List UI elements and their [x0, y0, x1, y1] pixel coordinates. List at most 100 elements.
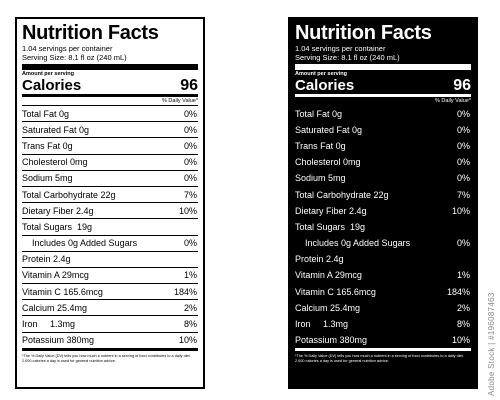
nutrient-row: Vitamin C 165.6mcg 184% [295, 283, 471, 299]
nutrient-label: Potassium 380mg [22, 335, 95, 346]
nutrient-daily-value: 0% [183, 140, 197, 151]
nutrient-label: Vitamin A 29mcg [22, 270, 89, 281]
nutrient-daily-value: 0% [183, 157, 197, 168]
nutrient-label: Dietary Fiber 2.4g [22, 205, 94, 216]
nutrient-daily-value: 0% [456, 140, 470, 151]
amount-per-serving: Amount per serving [295, 71, 347, 77]
nutrient-row: Includes 0g Added Sugars 0% [295, 234, 471, 251]
nutrient-daily-value: 10% [451, 205, 470, 216]
nutrient-row: Dietary Fiber 2.4g 10% [295, 202, 471, 218]
nutrient-label: Saturated Fat 0g [295, 124, 363, 135]
nutrient-label: Cholesterol 0mg [22, 157, 88, 168]
nutrient-daily-value: 0% [456, 157, 470, 168]
calories-label: Calories [295, 77, 355, 94]
daily-value-footnote: *The % Daily Value (DV) tells you how mu… [22, 353, 191, 363]
nutrient-daily-value: 0% [183, 108, 197, 119]
medium-divider [295, 94, 471, 97]
nutrient-daily-value: 184% [446, 286, 470, 297]
nutrient-daily-value: 7% [456, 189, 470, 200]
nutrient-label: Dietary Fiber 2.4g [295, 205, 367, 216]
nutrient-row: Potassium 380mg 10% [295, 331, 471, 348]
nutrition-label-dark: Nutrition Facts 1.04 servings per contai… [288, 17, 478, 389]
nutrient-label: Includes 0g Added Sugars [305, 238, 411, 249]
nutrient-label: Vitamin A 29mcg [295, 270, 362, 281]
nutrient-label: Trans Fat 0g [22, 140, 73, 151]
nutrient-label: Protein 2.4g [295, 254, 344, 265]
nutrient-daily-value: 2% [456, 302, 470, 313]
nutrient-daily-value: 0% [183, 238, 197, 249]
nutrient-label: Trans Fat 0g [295, 140, 346, 151]
nutrient-row: Vitamin C 165.6mcg 184% [22, 283, 198, 299]
servings-per-container: 1.04 servings per container [295, 44, 386, 53]
bottom-divider [295, 347, 471, 351]
nutrient-label: Protein 2.4g [22, 254, 71, 265]
label-title: Nutrition Facts [22, 22, 159, 44]
nutrient-daily-value: 10% [451, 335, 470, 346]
nutrient-row: Total Fat 0g 0% [295, 105, 471, 121]
label-title: Nutrition Facts [295, 22, 432, 44]
nutrient-daily-value: 8% [456, 319, 470, 330]
nutrient-daily-value: 0% [183, 173, 197, 184]
nutrient-row: Cholesterol 0mg 0% [22, 153, 198, 170]
thick-divider [22, 64, 198, 70]
calories-row: Calories 96 [295, 77, 471, 94]
nutrient-daily-value: 184% [173, 286, 197, 297]
nutrient-row: Trans Fat 0g 0% [295, 137, 471, 153]
nutrient-row: Cholesterol 0mg 0% [295, 153, 471, 170]
nutrient-label: Total Sugars 19g [295, 221, 366, 232]
nutrient-row: Saturated Fat 0g 0% [22, 121, 198, 137]
nutrient-row: Iron 1.3mg 8% [22, 315, 198, 331]
bottom-divider [22, 347, 198, 351]
nutrient-label: Total Sugars 19g [22, 221, 93, 232]
nutrient-daily-value: 1% [456, 270, 470, 281]
nutrient-row: Dietary Fiber 2.4g 10% [22, 202, 198, 218]
nutrient-label: Total Fat 0g [295, 108, 343, 119]
serving-size: Serving Size: 8.1 fl oz (240 mL) [22, 53, 127, 62]
nutrient-row: Sodium 5mg 0% [295, 169, 471, 186]
calories-row: Calories 96 [22, 77, 198, 94]
nutrient-label: Vitamin C 165.6mcg [295, 286, 376, 297]
servings-per-container: 1.04 servings per container [22, 44, 113, 53]
nutrient-row: Iron 1.3mg 8% [295, 315, 471, 331]
nutrient-label: Calcium 25.4mg [295, 302, 361, 313]
calories-value: 96 [180, 77, 198, 94]
nutrient-row: Sodium 5mg 0% [22, 169, 198, 186]
nutrient-label: Total Fat 0g [22, 108, 70, 119]
nutrient-row: Calcium 25.4mg 2% [295, 299, 471, 315]
nutrient-label: Vitamin C 165.6mcg [22, 286, 103, 297]
nutrient-daily-value: 0% [456, 173, 470, 184]
nutrient-label: Total Carbohydrate 22g [22, 189, 116, 200]
nutrient-label: Iron 1.3mg [295, 319, 349, 330]
nutrient-label: Cholesterol 0mg [295, 157, 361, 168]
nutrient-label: Total Carbohydrate 22g [295, 189, 389, 200]
nutrient-daily-value: 10% [178, 205, 197, 216]
nutrient-daily-value: 0% [456, 238, 470, 249]
thick-divider [295, 64, 471, 70]
nutrient-label: Saturated Fat 0g [22, 124, 90, 135]
nutrient-daily-value: 1% [183, 270, 197, 281]
calories-label: Calories [22, 77, 82, 94]
nutrition-label-light: Nutrition Facts 1.04 servings per contai… [15, 17, 205, 389]
nutrient-label: Potassium 380mg [295, 335, 368, 346]
calories-value: 96 [453, 77, 471, 94]
nutrient-list: Total Fat 0g 0% Saturated Fat 0g 0% Trans Fa… [22, 105, 198, 348]
nutrient-row: Protein 2.4g [22, 250, 198, 267]
medium-divider [22, 94, 198, 97]
nutrient-label: Calcium 25.4mg [22, 302, 88, 313]
nutrient-row: Total Sugars 19g [295, 218, 471, 234]
nutrient-row: Vitamin A 29mcg 1% [22, 266, 198, 283]
nutrient-label: Sodium 5mg [22, 173, 73, 184]
nutrient-row: Protein 2.4g [295, 250, 471, 267]
nutrient-daily-value: 8% [183, 319, 197, 330]
nutrient-daily-value: 0% [456, 124, 470, 135]
nutrient-daily-value: 2% [183, 302, 197, 313]
nutrient-row: Total Sugars 19g [22, 218, 198, 234]
nutrient-list: Total Fat 0g 0% Saturated Fat 0g 0% Trans Fa… [295, 105, 471, 348]
nutrient-row: Saturated Fat 0g 0% [295, 121, 471, 137]
nutrient-label: Sodium 5mg [295, 173, 346, 184]
nutrient-label: Includes 0g Added Sugars [32, 238, 138, 249]
daily-value-header: % Daily Value* [435, 98, 471, 104]
nutrient-label: Iron 1.3mg [22, 319, 76, 330]
stock-id-watermark: Adobe Stock | #196087463 [487, 292, 496, 396]
serving-size: Serving Size: 8.1 fl oz (240 mL) [295, 53, 400, 62]
